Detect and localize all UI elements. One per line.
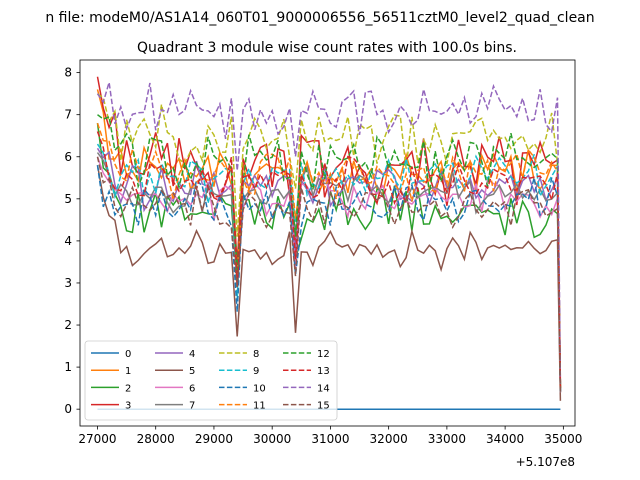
series-line-3 <box>96 76 562 384</box>
series-line-14 <box>96 82 562 384</box>
y-tick-label: 0 <box>64 402 72 416</box>
legend-label-14: 14 <box>317 383 330 394</box>
legend-label-9: 9 <box>253 366 259 377</box>
series-line-9 <box>96 143 562 393</box>
legend-label-6: 6 <box>189 383 195 394</box>
y-tick-label: 1 <box>64 360 72 374</box>
x-tick-label: 30000 <box>253 432 291 446</box>
legend-label-13: 13 <box>317 366 330 377</box>
legend-label-11: 11 <box>253 401 266 412</box>
y-tick-label: 3 <box>64 276 72 290</box>
y-tick-label: 4 <box>64 234 72 248</box>
series-line-10 <box>96 165 562 393</box>
legend-label-3: 3 <box>125 401 131 412</box>
x-tick-label: 27000 <box>78 432 116 446</box>
series-line-15 <box>96 156 562 393</box>
legend-label-4: 4 <box>189 349 195 360</box>
series-lines <box>96 76 562 410</box>
legend-label-1: 1 <box>125 366 131 377</box>
series-line-12 <box>97 114 562 389</box>
x-tick-label: 32000 <box>370 432 408 446</box>
series-line-7 <box>96 152 562 393</box>
y-tick-label: 5 <box>64 192 72 206</box>
x-tick-label: 29000 <box>195 432 233 446</box>
legend-box <box>84 340 338 421</box>
y-tick-label: 7 <box>64 108 72 122</box>
x-tick-label: 28000 <box>137 432 175 446</box>
chart-title: Quadrant 3 module wise count rates with … <box>137 40 517 56</box>
x-tick-label: 34000 <box>486 432 524 446</box>
axes-frame <box>79 59 576 427</box>
x-tick-label: 35000 <box>544 432 582 446</box>
x-tick-label: 33000 <box>428 432 466 446</box>
y-tick-label: 6 <box>64 150 72 164</box>
legend-label-7: 7 <box>189 401 195 412</box>
series-line-13 <box>96 131 562 389</box>
legend-label-10: 10 <box>253 383 266 394</box>
legend-label-0: 0 <box>125 349 131 360</box>
legend-label-5: 5 <box>189 366 195 377</box>
series-line-11 <box>96 122 562 389</box>
series-line-5 <box>96 165 562 401</box>
legend-label-12: 12 <box>317 349 330 360</box>
plot-area: 27000 28000 29000 30000 31000 32000 33000 34000… <box>64 59 582 446</box>
legend-label-15: 15 <box>317 401 330 412</box>
x-offset-label: +5.107e8 <box>516 455 575 469</box>
legend-label-8: 8 <box>253 349 259 360</box>
y-tick-label: 2 <box>64 318 72 332</box>
figure-suptitle: n file: modeM0/AS1A14_060T01_9000006556_… <box>45 10 594 26</box>
series-line-8 <box>97 93 562 389</box>
y-tick-label: 8 <box>64 66 72 80</box>
x-tick-label: 31000 <box>311 432 349 446</box>
legend-label-2: 2 <box>125 383 131 394</box>
